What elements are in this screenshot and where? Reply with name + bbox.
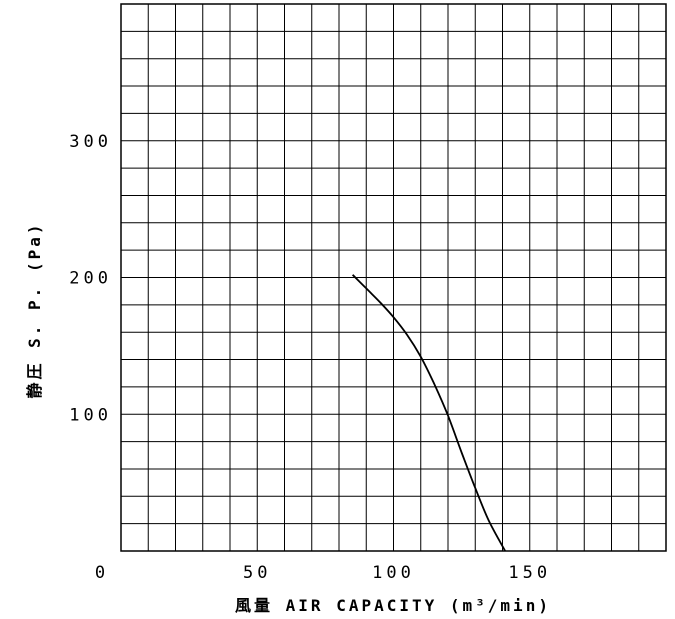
tick-labels: 0 50 100 150 100 200 300 [69,132,551,583]
series-line [351,274,506,552]
x-axis-label: 風量 AIR CAPACITY (m³/min) [235,596,551,615]
y-tick-label: 200 [69,269,112,289]
y-tick-label: 100 [69,405,112,425]
origin-tick-label: 0 [95,563,109,583]
x-tick-label: 150 [508,563,551,583]
grid [121,4,666,551]
x-tick-label: 50 [243,563,271,583]
y-axis-label: 静圧 S. P. (Pa) [25,222,44,399]
y-tick-label: 300 [69,132,112,152]
x-tick-label: 100 [372,563,415,583]
plot-frame [120,3,667,552]
